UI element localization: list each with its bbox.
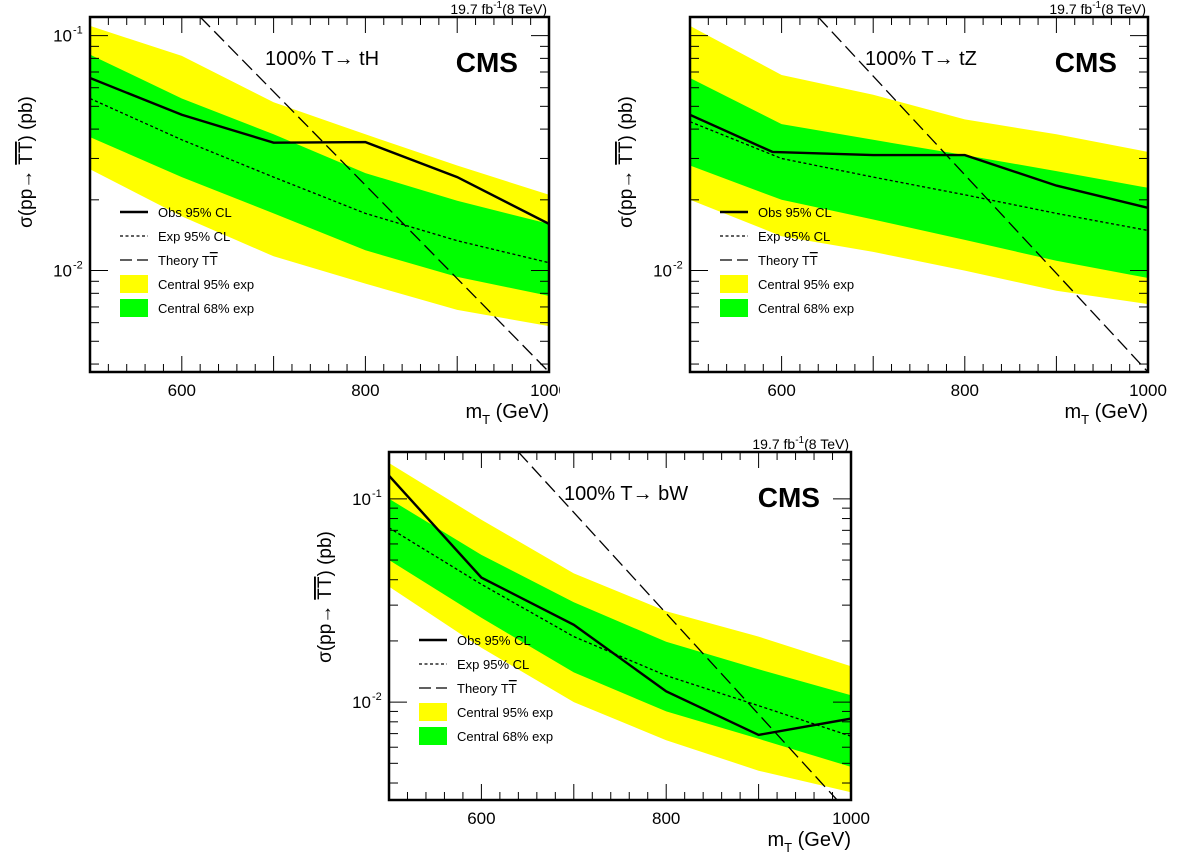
x-tick-label: 1000 [1129,381,1167,400]
x-tick-label: 600 [467,809,495,828]
expected-line [389,527,851,737]
x-tick-label: 600 [767,381,795,400]
plot-area [389,452,851,800]
process-label: 100% T→ tZ [865,48,977,70]
chart-tz: 600 800 1000 10 -2 σ(pp→ TT) (pb) mT (GeV) 19.7… [616,0,1167,427]
legend-95-label: Central 95% exp [758,277,854,292]
legend-theory-label: Theory TT [158,253,218,268]
band-68-exp [90,54,549,296]
x-axis-label: mT (GeV) [767,829,851,855]
legend-95-swatch [419,703,447,721]
lumi-label: 19.7 fb-1(8 TeV) [1049,0,1146,17]
chart-panel-bw: 600 800 1000 10 -1 10 -2 σ(pp→ TT) (pb) mT (GeV)… [300,432,880,855]
y-axis-label: σ(pp→ TT) (pb) [616,96,637,228]
y-axis-label: σ(pp→ TT) (pb) [16,96,37,228]
observed-line [690,113,1148,209]
plot-frame [88,15,551,374]
x-tick-label: 800 [351,381,379,400]
theory-line [199,17,549,372]
legend-theory-label: Theory TT [457,681,517,696]
x-tick-label: 600 [168,381,196,400]
y-tick-label: 10 [53,262,72,281]
y-tick-exponent: -2 [673,260,683,272]
chart-panel-tz: 600 800 1000 10 -2 σ(pp→ TT) (pb) mT (GeV) 19.7… [600,0,1182,430]
x-tick-label: 800 [951,381,979,400]
legend-exp-label: Exp 95% CL [758,229,830,244]
x-tick-label: 1000 [530,381,560,400]
legend-68-swatch [120,299,148,317]
plot-frame [387,450,853,802]
legend-obs-label: Obs 95% CL [457,633,531,648]
x-axis-label: mT (GeV) [1064,401,1148,427]
legend-95-label: Central 95% exp [158,277,254,292]
cms-label: CMS [1055,47,1117,78]
legend-68-swatch [419,727,447,745]
legend-obs-label: Obs 95% CL [758,205,832,220]
y-tick-exponent: -1 [372,488,382,500]
legend-68-label: Central 68% exp [758,301,854,316]
y-tick-label: 10 [352,693,371,712]
plot-area [90,17,549,372]
theory-line [817,17,1148,372]
expected-line [90,97,549,264]
x-tick-label: 1000 [832,809,870,828]
legend-exp-label: Exp 95% CL [158,229,230,244]
y-tick-label: 10 [352,490,371,509]
y-axis-label: σ(pp→ TT) (pb) [315,531,336,663]
cms-label: CMS [456,47,518,78]
lumi-label: 19.7 fb-1(8 TeV) [450,0,547,17]
y-tick-label: 10 [653,262,672,281]
y-tick-exponent: -2 [372,691,382,703]
x-tick-label: 800 [652,809,680,828]
legend-68-label: Central 68% exp [457,729,553,744]
y-tick-label: 10 [53,27,72,46]
legend-exp-label: Exp 95% CL [457,657,529,672]
legend-theory-label: Theory TT [758,253,818,268]
cms-label: CMS [758,482,820,513]
observed-line [90,76,549,225]
lumi-label: 19.7 fb-1(8 TeV) [752,435,849,452]
legend-68-swatch [720,299,748,317]
legend-68-label: Central 68% exp [158,301,254,316]
legend-95-label: Central 95% exp [457,705,553,720]
y-tick-exponent: -1 [73,25,83,37]
process-label: 100% T→ tH [265,48,379,70]
legend-95-swatch [720,275,748,293]
observed-line [389,474,851,737]
plot-area [690,17,1148,372]
plot-frame [688,15,1150,374]
y-tick-exponent: -2 [73,260,83,272]
legend-obs-label: Obs 95% CL [158,205,232,220]
legend-95-swatch [120,275,148,293]
band-68-exp [389,498,851,767]
x-axis-label: mT (GeV) [465,401,549,427]
theory-line [517,452,838,800]
expected-line [690,121,1148,232]
band-68-exp [690,78,1148,278]
process-label: 100% T→ bW [564,483,688,505]
